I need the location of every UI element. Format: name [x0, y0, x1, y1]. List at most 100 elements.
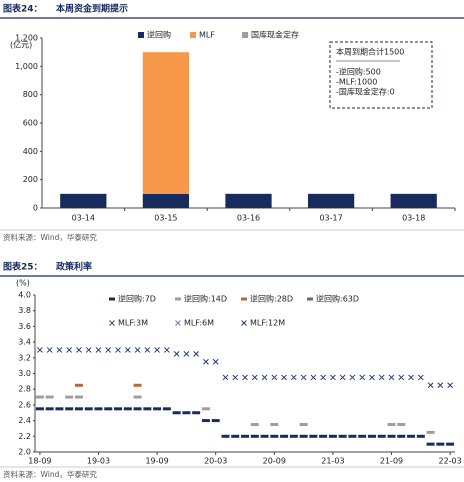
x-marker [330, 374, 336, 381]
x-marker [310, 374, 317, 381]
x-marker [173, 351, 180, 357]
x-marker [242, 374, 248, 381]
dash-marker [133, 383, 142, 387]
y-tick-label: 3.6 [18, 322, 31, 331]
dash-marker [299, 423, 308, 427]
legend-label: 逆回购 [147, 30, 171, 40]
dash-marker [35, 395, 44, 399]
y-tick-label: 0 [33, 204, 38, 213]
x-marker [359, 374, 366, 381]
legend-label: 国库现金定存 [251, 30, 299, 40]
bar-segment [225, 193, 272, 208]
dash-marker [338, 434, 347, 438]
legend-marker [307, 297, 313, 301]
x-marker [339, 374, 346, 381]
dash-marker [182, 411, 191, 415]
dash-marker [74, 395, 83, 399]
dash-marker [397, 423, 406, 427]
x-tick-label: 19-03 [87, 457, 110, 466]
x-marker [76, 347, 82, 353]
y-tick-label: 3.4 [18, 338, 31, 347]
x-marker [437, 382, 444, 389]
x-marker [222, 374, 229, 381]
y-tick-label: 600 [23, 119, 38, 128]
x-tick-label: 20-03 [204, 457, 227, 466]
dash-marker [241, 434, 249, 438]
annotation-line: -MLF:1000 [336, 78, 377, 87]
dash-marker [289, 434, 298, 438]
legend-swatch [242, 32, 248, 38]
legend-label: 逆回购:28D [250, 294, 293, 304]
x-marker [85, 347, 92, 353]
source: 资料来源：Wind，华泰研究 [3, 469, 97, 479]
x-tick-label: 03-15 [154, 214, 177, 223]
y-tick-label: 400 [23, 147, 38, 156]
x-marker [105, 347, 112, 353]
dash-marker [74, 383, 83, 387]
dash-marker [299, 434, 308, 438]
x-tick-label: 19-09 [145, 457, 168, 466]
annotation-line: -国库现金定存:0 [336, 87, 395, 97]
x-tick-label: 22-03 [438, 457, 461, 466]
y-tick-label: 2.2 [18, 432, 31, 441]
x-marker [378, 374, 385, 381]
x-marker [320, 374, 326, 381]
y-tick-label: 2.0 [18, 448, 31, 457]
dash-marker [328, 434, 337, 438]
figure-title: 政策利率 [56, 261, 92, 273]
x-tick-label: 21-09 [380, 457, 403, 466]
dash-marker [65, 407, 74, 411]
x-marker [369, 374, 375, 381]
y-tick-label: 2.4 [18, 416, 31, 425]
bar-segment [60, 193, 107, 208]
y-tick-label: 1,200 [15, 34, 38, 43]
y-tick-label: 3.8 [18, 306, 31, 315]
x-marker [261, 374, 268, 381]
dash-marker [250, 434, 259, 438]
x-marker [134, 347, 141, 353]
dash-marker [65, 395, 74, 399]
x-marker [193, 351, 200, 357]
bar-segment [307, 193, 355, 208]
x-marker [66, 347, 73, 353]
x-marker [37, 347, 43, 353]
figure-label: 图表24： [3, 3, 43, 15]
annotation-line: -逆回购:500 [336, 67, 381, 77]
bar-segment [142, 52, 190, 194]
x-marker [95, 347, 102, 353]
y-tick-label: 2.8 [18, 385, 31, 394]
x-marker [271, 374, 278, 381]
dash-marker [309, 434, 318, 438]
dash-marker [192, 411, 201, 415]
dash-marker [84, 407, 93, 411]
dash-marker [153, 407, 162, 411]
x-marker [46, 347, 53, 353]
dash-marker [426, 430, 435, 434]
legend-label: MLF:6M [184, 319, 214, 328]
x-marker [212, 358, 219, 365]
x-tick-label: 03-17 [319, 214, 342, 223]
y-tick-label: 3.0 [18, 369, 31, 378]
y-tick-label: 1,000 [15, 62, 38, 71]
x-marker [232, 374, 239, 381]
dash-marker [201, 419, 210, 423]
x-tick-label: 03-14 [72, 214, 95, 223]
legend-marker [109, 297, 115, 301]
x-tick-label: 03-16 [237, 214, 260, 223]
dash-marker [35, 407, 44, 411]
figure-title: 本周资金到期提示 [56, 3, 128, 15]
x-marker [203, 358, 209, 365]
x-marker [349, 374, 356, 381]
x-tick-label: 03-18 [402, 214, 425, 223]
dash-marker [397, 434, 406, 438]
legend-swatch [190, 32, 196, 38]
dash-marker [45, 395, 54, 399]
dash-marker [55, 407, 64, 411]
dash-marker [162, 407, 171, 411]
annotation-box [329, 41, 433, 109]
y-axis-unit: (%) [16, 279, 30, 288]
dash-marker [387, 423, 396, 427]
x-marker [56, 347, 63, 353]
x-marker [281, 374, 287, 381]
